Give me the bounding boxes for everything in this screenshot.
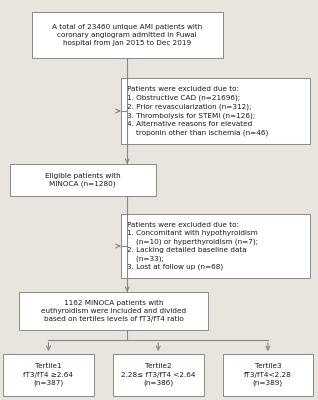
Text: 1162 MINOCA patients with
euthyroidism were included and divided
based on tertil: 1162 MINOCA patients with euthyroidism w… <box>41 300 186 322</box>
Text: Patients were excluded due to:
1. Concomitant with hypothyroidism
    (n=10) or : Patients were excluded due to: 1. Concom… <box>127 222 258 270</box>
Text: Tertile2
2.28≤ fT3/fT4 <2.64
(n=386): Tertile2 2.28≤ fT3/fT4 <2.64 (n=386) <box>121 364 196 386</box>
FancyBboxPatch shape <box>3 354 94 396</box>
Text: Tertile1
fT3/fT4 ≥2.64
(n=387): Tertile1 fT3/fT4 ≥2.64 (n=387) <box>24 364 73 386</box>
FancyBboxPatch shape <box>32 12 223 58</box>
FancyBboxPatch shape <box>121 214 310 278</box>
FancyBboxPatch shape <box>121 78 310 144</box>
FancyBboxPatch shape <box>113 354 204 396</box>
FancyBboxPatch shape <box>19 292 208 330</box>
FancyBboxPatch shape <box>223 354 313 396</box>
Text: Patients were excluded due to:
1. Obstructive CAD (n=21696);
2. Prior revascular: Patients were excluded due to: 1. Obstru… <box>127 86 268 136</box>
Text: Tertile3
fT3/fT4<2.28
(n=389): Tertile3 fT3/fT4<2.28 (n=389) <box>244 364 292 386</box>
Text: Eligible patients with
MINOCA (n=1280): Eligible patients with MINOCA (n=1280) <box>45 173 121 187</box>
Text: A total of 23460 unique AMI patients with
coronary angiogram admitted in Fuwai
h: A total of 23460 unique AMI patients wit… <box>52 24 202 46</box>
FancyBboxPatch shape <box>10 164 156 196</box>
